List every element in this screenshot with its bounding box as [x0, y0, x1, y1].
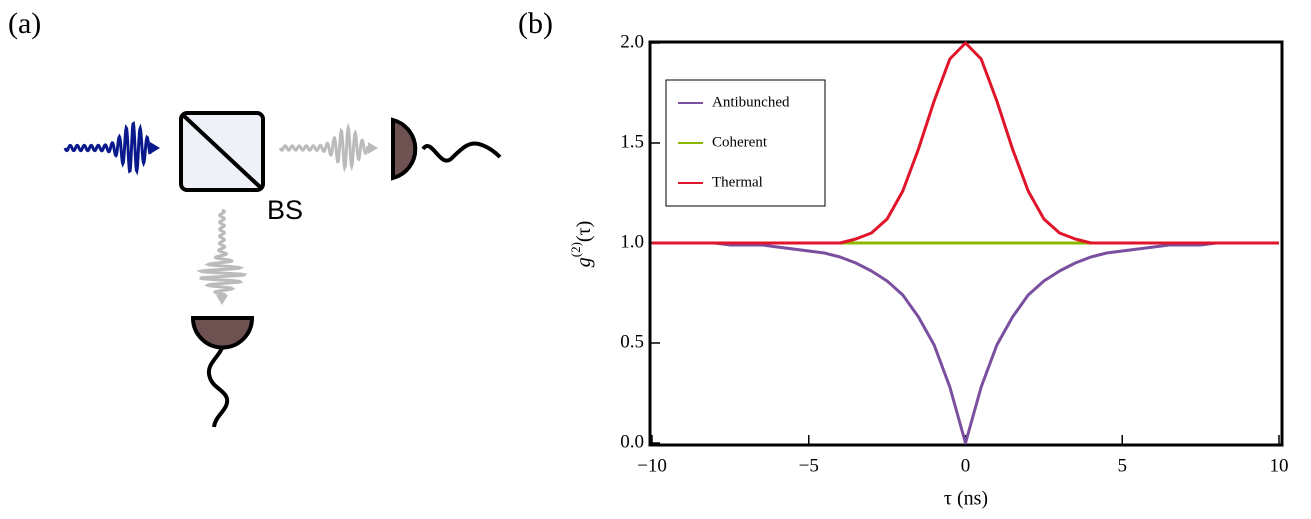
y-tick-label: 0.5	[620, 331, 644, 352]
y-label-sup: (2)	[568, 242, 583, 257]
diagram: BS	[63, 111, 502, 428]
x-tick-label: −5	[799, 455, 819, 476]
y-label-base: g	[573, 257, 595, 267]
y-axis-label: g(2)(τ)	[568, 221, 595, 268]
legend-label: Antibunched	[712, 94, 790, 110]
wire	[421, 141, 502, 163]
pulse	[63, 121, 152, 176]
detector	[190, 316, 255, 350]
x-tick-label: −10	[637, 455, 667, 476]
panel-label: (a)	[8, 7, 41, 40]
series-line	[652, 241, 1279, 445]
panel-label: (b)	[518, 7, 553, 40]
splitter-diagonal	[182, 114, 262, 189]
y-tick-label: 2.0	[620, 31, 644, 52]
detector	[391, 117, 418, 181]
wire	[206, 347, 230, 428]
x-tick-label: 0	[961, 455, 971, 476]
pulse	[196, 208, 248, 297]
splitter-label: BS	[267, 195, 303, 225]
legend-label: Coherent	[712, 134, 768, 150]
x-tick-label: 10	[1270, 455, 1289, 476]
series-line	[652, 41, 1279, 245]
legend-label: Thermal	[712, 174, 763, 190]
y-label-rest: (τ)	[573, 221, 595, 242]
x-axis-label: τ (ns)	[944, 488, 988, 510]
arrowhead	[216, 295, 228, 305]
y-tick-label: 1.5	[620, 131, 644, 152]
y-tick-label: 1.0	[620, 231, 644, 252]
arrowhead	[368, 142, 378, 154]
x-tick-label: 5	[1118, 455, 1128, 476]
y-tick-label: 0.0	[620, 431, 644, 452]
pulse	[278, 122, 370, 173]
arrowhead	[150, 142, 160, 154]
